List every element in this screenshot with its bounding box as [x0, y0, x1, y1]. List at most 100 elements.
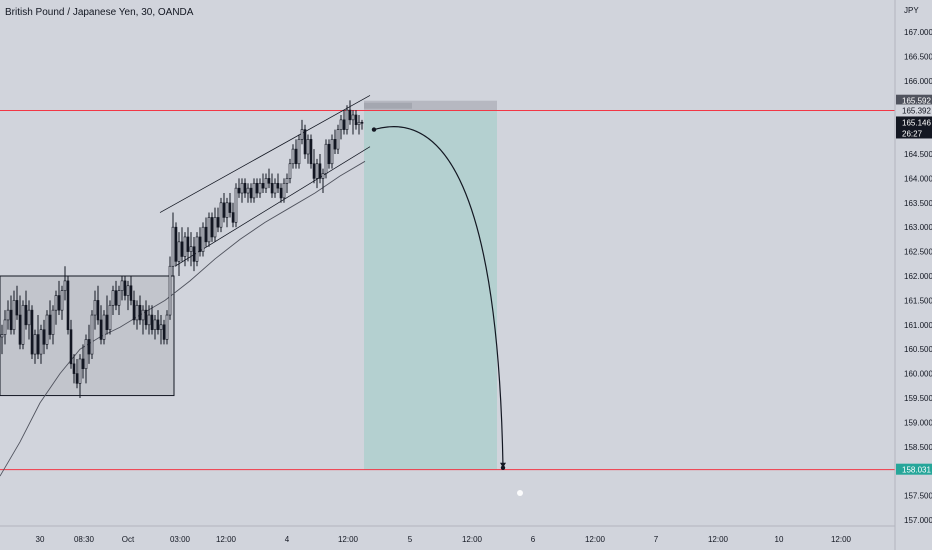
candle	[150, 305, 154, 335]
candle-body	[81, 358, 85, 370]
candle-body	[201, 226, 205, 252]
candle	[189, 232, 193, 267]
take-profit-zone	[364, 110, 497, 470]
candle-body	[192, 246, 196, 262]
candle-body	[204, 226, 208, 243]
candle-body	[99, 319, 103, 340]
candle-body	[297, 139, 301, 165]
stop-price-label-badge	[896, 94, 932, 106]
candle-body	[282, 182, 286, 199]
candle	[333, 129, 337, 154]
candle	[198, 227, 202, 257]
candle	[219, 197, 223, 233]
candle	[273, 178, 277, 198]
candle	[171, 212, 175, 276]
candle	[249, 183, 253, 203]
candle	[126, 280, 130, 311]
price-tick-label: 159.000	[904, 418, 932, 427]
entry-price-label-text: 165.392	[902, 106, 931, 115]
channel-line-upper	[159, 95, 371, 213]
candle-body	[30, 309, 34, 355]
candle-body	[225, 202, 229, 218]
candle	[339, 114, 343, 140]
candle	[114, 280, 118, 311]
candle	[183, 232, 187, 267]
candle	[315, 158, 319, 189]
candle	[0, 324, 4, 355]
candle	[159, 315, 163, 345]
candle-body	[252, 182, 256, 199]
candle	[141, 305, 145, 335]
candle	[192, 236, 196, 272]
candle	[267, 168, 271, 189]
arrow-head	[500, 462, 506, 468]
candle-body	[12, 300, 16, 330]
time-tick-label: 12:00	[216, 535, 237, 544]
candle-body	[63, 280, 67, 291]
candle-body	[195, 236, 199, 262]
candle	[81, 344, 85, 379]
candle	[138, 295, 142, 325]
target-price-label-badge	[896, 463, 932, 475]
candle	[147, 305, 151, 335]
candle-body	[117, 290, 121, 306]
candle-body	[90, 314, 94, 355]
candle	[165, 310, 169, 345]
candle	[153, 315, 157, 340]
entry-price-label-badge	[896, 104, 932, 116]
moving-average-line	[0, 160, 366, 477]
price-tick-label: 160.000	[904, 370, 932, 379]
candle	[321, 168, 325, 194]
candle	[60, 285, 64, 320]
candle-body	[33, 334, 37, 355]
candle-body	[291, 148, 295, 165]
candle	[57, 280, 61, 316]
price-tick-label: 159.500	[904, 394, 932, 403]
candle-body	[135, 304, 139, 321]
candle	[225, 197, 229, 228]
candle-body	[15, 300, 19, 316]
candle-body	[108, 304, 112, 330]
candle-body	[153, 319, 157, 330]
target-price-label-text: 158.031	[902, 466, 931, 475]
candle-body	[57, 295, 61, 311]
indicator-dot	[517, 490, 523, 496]
candle	[210, 212, 214, 242]
candle-body	[219, 202, 223, 228]
price-tick-label: 164.500	[904, 150, 932, 159]
candle	[99, 305, 103, 345]
candle-body	[138, 304, 142, 321]
candle-body	[6, 309, 10, 321]
candle-body	[189, 246, 193, 252]
candle	[66, 276, 70, 335]
candle-body	[279, 187, 283, 199]
candle-body	[111, 290, 115, 306]
candle	[288, 158, 292, 184]
candle-body	[318, 163, 322, 179]
candle	[309, 134, 313, 169]
candle-body	[285, 178, 289, 184]
candle	[222, 193, 226, 223]
candle	[42, 319, 46, 355]
candle-body	[183, 236, 187, 257]
candle	[312, 149, 316, 184]
candle	[84, 334, 88, 384]
candle-body	[345, 109, 349, 130]
candle-body	[315, 163, 319, 179]
time-tick-label: 4	[285, 535, 290, 544]
candle	[216, 207, 220, 233]
candle	[108, 300, 112, 335]
price-tick-label: 157.500	[904, 492, 932, 501]
candle-body	[9, 309, 13, 330]
candle	[162, 319, 166, 345]
price-tick-label: 162.000	[904, 272, 932, 281]
candle-body	[300, 129, 304, 140]
candle	[90, 310, 94, 359]
price-axis-panel[interactable]	[895, 0, 932, 550]
candle	[39, 324, 43, 364]
candle-body	[69, 329, 73, 365]
candle	[237, 178, 241, 198]
currency-label: JPY	[904, 6, 919, 15]
